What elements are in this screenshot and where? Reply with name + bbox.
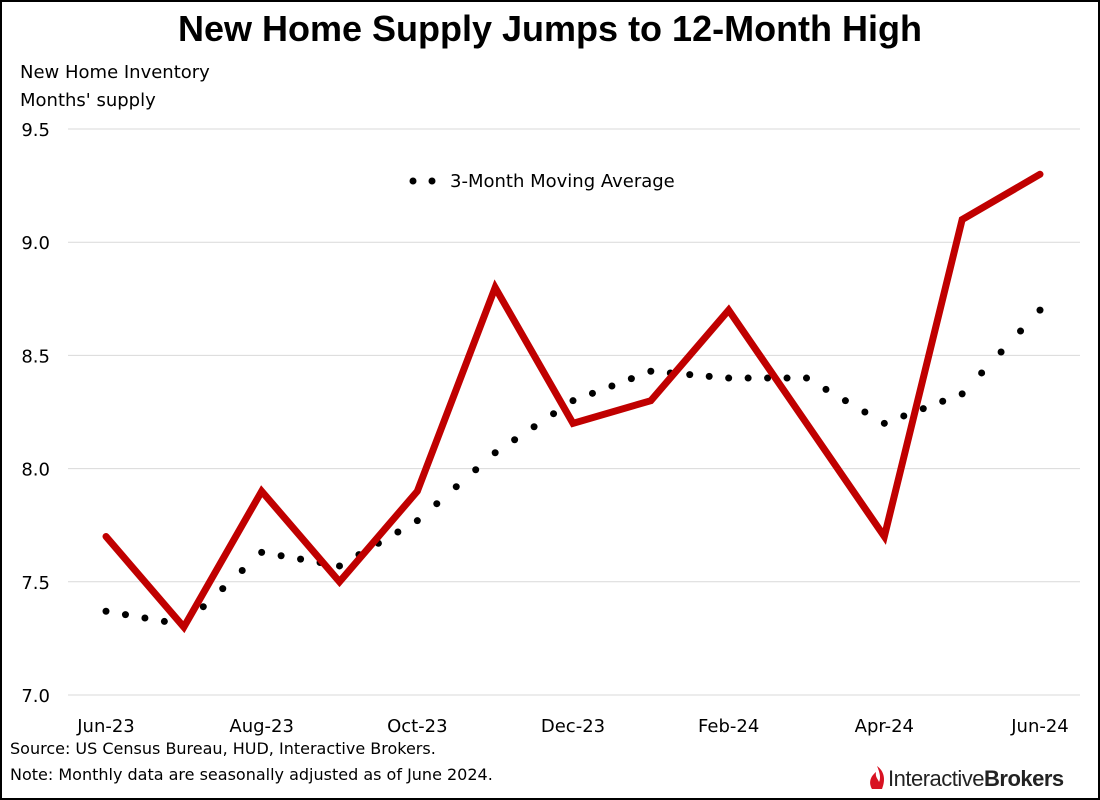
logo-word-brokers: Brokers — [984, 766, 1064, 791]
ma-dot — [491, 449, 499, 457]
ma-dot — [160, 617, 168, 625]
x-tick-label: Feb-24 — [698, 716, 759, 737]
ma-dot — [297, 555, 305, 563]
x-tick-label: Jun-24 — [1010, 716, 1069, 737]
series-inventory-line — [102, 170, 1044, 634]
ma-dot — [141, 614, 149, 622]
ma-dot — [822, 385, 830, 393]
ma-dot — [861, 408, 869, 416]
footnote: Note: Monthly data are seasonally adjust… — [10, 765, 493, 784]
ma-dot — [764, 374, 772, 382]
y-tick-labels: 7.0 7.5 8.0 8.5 9.0 9.5 — [21, 120, 50, 707]
ma-dot — [588, 389, 596, 397]
logo-word-interactive: Interactive — [888, 766, 984, 791]
ma-dot — [511, 436, 519, 444]
ma-dot — [1036, 306, 1044, 314]
flame-icon — [870, 766, 885, 789]
x-tick-label: Jun-23 — [76, 716, 135, 737]
y-tick-label: 9.0 — [21, 233, 50, 254]
x-tick-label: Oct-23 — [387, 716, 448, 737]
ma-dot — [413, 517, 421, 525]
ma-dot — [102, 607, 110, 615]
ma-dot — [803, 374, 810, 382]
legend-label-moving-average: 3-Month Moving Average — [450, 171, 675, 192]
ma-dot — [238, 566, 246, 574]
ma-dot — [939, 397, 947, 405]
ma-dot — [647, 367, 655, 375]
ma-dot — [783, 374, 791, 382]
legend: 3-Month Moving Average — [409, 171, 675, 192]
ma-dot — [121, 611, 129, 619]
ma-dot — [219, 585, 227, 593]
chart-title: New Home Supply Jumps to 12-Month High — [177, 8, 923, 49]
ma-dot — [958, 390, 966, 398]
ma-dot — [997, 348, 1005, 356]
series-layer — [102, 170, 1044, 634]
ma-dot — [452, 483, 460, 491]
ma-dot — [394, 528, 402, 536]
ma-dot — [569, 397, 577, 405]
x-tick-label: Aug-23 — [229, 716, 294, 737]
ma-dot — [880, 419, 888, 427]
y-tick-label: 9.5 — [21, 120, 50, 141]
y-tick-label: 7.5 — [21, 573, 50, 594]
grid-lines — [68, 128, 1080, 696]
ma-dot — [627, 375, 635, 383]
x-tick-labels: Jun-23 Aug-23 Oct-23 Dec-23 Feb-24 Apr-24 Jun-… — [76, 716, 1069, 737]
ma-dot — [725, 374, 733, 382]
ma-dot — [258, 548, 266, 556]
ma-dot — [199, 603, 207, 611]
ma-dot — [919, 405, 927, 413]
ma-dot — [433, 500, 441, 508]
interactive-brokers-logo: InteractiveBrokers — [870, 766, 1064, 791]
ma-dot — [686, 371, 694, 379]
ma-dot — [900, 412, 908, 420]
legend-dot — [428, 177, 436, 185]
x-tick-label: Apr-24 — [855, 716, 914, 737]
ma-dot — [841, 397, 849, 405]
y-axis-label-line2: Months' supply — [20, 90, 156, 111]
ma-dot — [530, 423, 538, 431]
legend-dot — [409, 177, 417, 185]
y-tick-label: 8.5 — [21, 346, 50, 367]
y-axis-label-line1: New Home Inventory — [20, 62, 210, 83]
ma-dot — [608, 382, 616, 390]
y-tick-label: 8.0 — [21, 460, 50, 481]
ma-dot — [550, 410, 558, 418]
ma-dot — [978, 369, 986, 377]
ma-dot — [744, 374, 752, 382]
ma-dot — [336, 562, 343, 570]
svg-text:InteractiveBrokers: InteractiveBrokers — [888, 766, 1064, 791]
ma-dot — [277, 552, 285, 560]
source-note: Source: US Census Bureau, HUD, Interacti… — [10, 739, 436, 758]
ma-dot — [472, 466, 480, 474]
ma-dot — [705, 372, 713, 380]
ma-dot — [1017, 327, 1025, 335]
y-tick-label: 7.0 — [21, 686, 50, 707]
x-tick-label: Dec-23 — [541, 716, 605, 737]
